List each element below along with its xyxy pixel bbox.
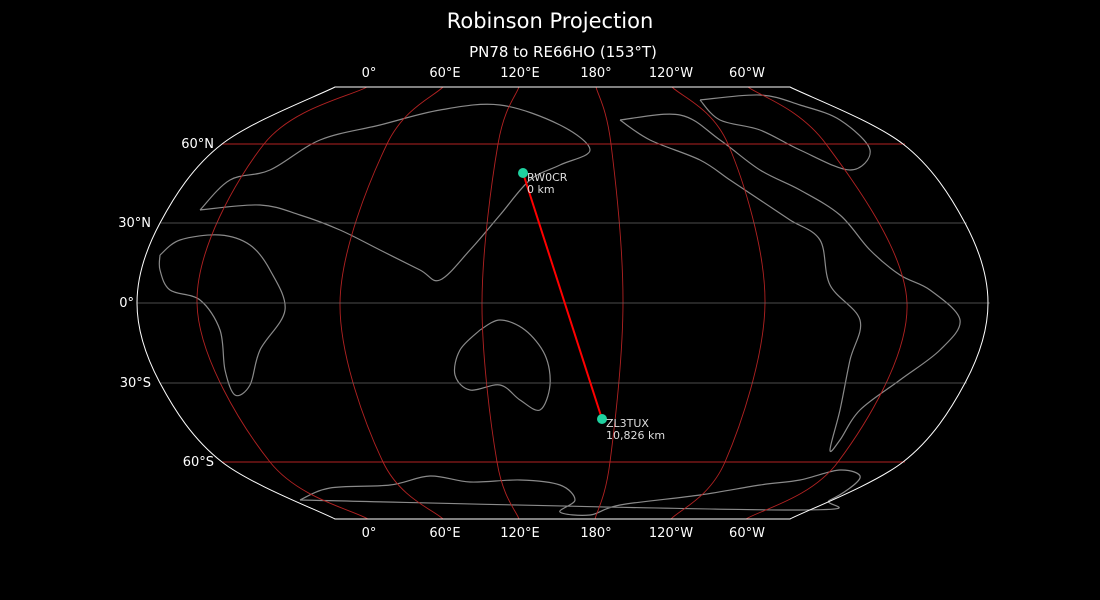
lon-label-top: 120°E <box>500 66 540 81</box>
lat-label: 30°N <box>118 216 151 231</box>
lon-label-bottom: 120°W <box>649 526 693 541</box>
lat-label: 0° <box>119 296 134 311</box>
lon-label-bottom: 60°E <box>429 526 460 541</box>
coastline <box>619 113 961 453</box>
coastlines <box>158 94 961 516</box>
lon-label-top: 60°W <box>729 66 765 81</box>
tick-labels: 0° 0° 60°E 60°E 120°E 120°E 180° 180° 120°W 120°W… <box>118 66 765 541</box>
lon-label-top: 120°W <box>649 66 693 81</box>
coastline <box>453 319 551 412</box>
map-subtitle: PN78 to RE66HO (153°T) <box>469 43 657 61</box>
lat-label: 60°S <box>183 455 214 470</box>
lon-label-top: 0° <box>362 66 377 81</box>
graticule <box>137 86 990 520</box>
station-marker-icon[interactable] <box>597 414 607 424</box>
lon-label-bottom: 180° <box>580 526 611 541</box>
station-marker-icon[interactable] <box>518 168 528 178</box>
lon-label-bottom: 60°W <box>729 526 765 541</box>
lon-label-top: 60°E <box>429 66 460 81</box>
coastline <box>199 103 591 282</box>
station-distance: 0 km <box>527 183 555 196</box>
coastline <box>699 94 871 171</box>
lat-label: 60°N <box>181 137 214 152</box>
station-call: RW0CR <box>527 171 568 184</box>
lon-label-top: 180° <box>580 66 611 81</box>
lon-label-bottom: 120°E <box>500 526 540 541</box>
map-title: Robinson Projection <box>446 9 654 33</box>
coastline <box>158 234 286 397</box>
coastline <box>299 469 861 516</box>
map-outline <box>136 86 989 520</box>
lon-label-bottom: 0° <box>362 526 377 541</box>
lat-label: 30°S <box>120 376 151 391</box>
station-call: ZL3TUX <box>606 417 649 430</box>
great-circle-path <box>522 172 603 420</box>
station-distance: 10,826 km <box>606 429 665 442</box>
